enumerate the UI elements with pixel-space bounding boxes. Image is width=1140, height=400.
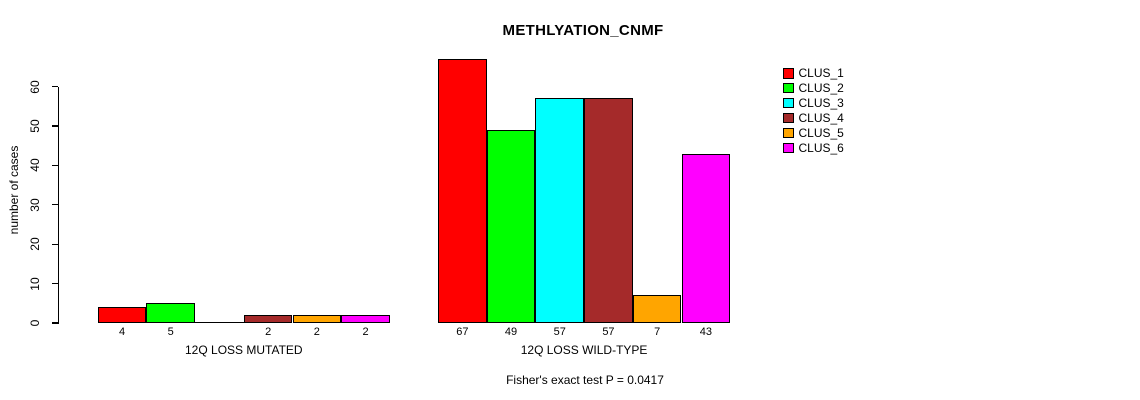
bar-value-label: 4 [118,326,126,338]
y-axis-line [57,86,59,324]
bar-value-label: 2 [265,326,272,338]
bar [146,303,196,323]
bar-value-label: 57 [602,326,615,338]
zero-height-bar [195,321,244,323]
bar [632,295,682,323]
legend-label: CLUS_4 [798,111,844,125]
legend-item: CLUS_5 [783,127,844,139]
chart-title: METHLYATION_CNMF [502,22,664,39]
y-tick-label: 40 [28,158,42,173]
y-tick-label: 30 [28,198,42,212]
legend-swatch [783,112,794,124]
legend-swatch [783,68,794,79]
bar [681,153,731,323]
y-tick-label: 10 [28,276,42,291]
y-tick [51,125,58,127]
legend-label: CLUS_6 [798,140,844,155]
legend-item: CLUS_4 [783,112,844,124]
bar [535,98,585,323]
bar-value-label: 2 [313,326,320,338]
group-label: 12Q LOSS WILD-TYPE [520,343,648,357]
bar [438,59,487,323]
legend-item: CLUS_3 [783,97,844,109]
legend-swatch [783,97,794,109]
bar [341,315,390,323]
bar [486,129,536,323]
bar-value-label: 5 [167,326,174,338]
legend-label: CLUS_2 [798,81,844,96]
legend-label: CLUS_3 [798,96,844,111]
bar-value-label: 67 [456,326,469,338]
y-tick [51,204,58,206]
legend-swatch [783,142,794,154]
y-tick-label: 60 [28,79,42,94]
y-tick [51,243,58,245]
y-tick-label: 0 [28,319,42,327]
bar-value-label: 49 [504,326,518,338]
y-tick [51,164,58,166]
legend-swatch [783,127,794,139]
group-label: 12Q LOSS MUTATED [185,343,303,357]
bar [584,98,633,323]
annotation-text: Fisher's exact test P = 0.0417 [506,373,664,387]
bar-value-label: 43 [699,326,712,338]
bar [97,307,147,323]
y-tick [51,86,58,88]
legend-swatch [783,82,794,94]
legend-label: CLUS_1 [798,66,844,81]
bar-value-label: 57 [553,326,566,338]
y-tick [51,283,58,285]
legend-item: CLUS_1 [783,67,844,79]
y-tick [51,322,58,324]
bar-value-label: 7 [654,326,661,338]
y-tick-label: 50 [28,119,42,133]
y-tick-label: 20 [28,237,42,251]
legend-label: CLUS_5 [798,125,844,140]
y-axis-label: number of cases [7,145,21,235]
legend-item: CLUS_2 [783,82,844,94]
bar [243,315,293,323]
legend-item: CLUS_6 [783,142,844,154]
bar [292,315,342,323]
bar-value-label: 2 [362,326,369,338]
